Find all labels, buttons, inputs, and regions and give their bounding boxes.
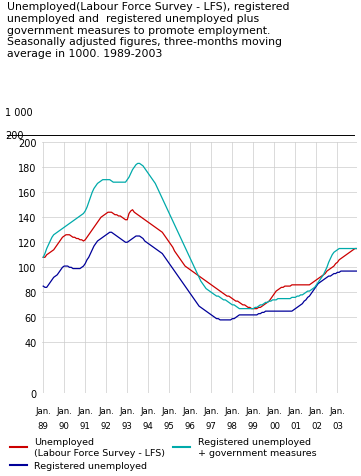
Text: Jan.: Jan. (308, 407, 324, 416)
Text: Jan.: Jan. (245, 407, 261, 416)
Text: Jan.: Jan. (225, 407, 240, 416)
Text: 02: 02 (311, 421, 322, 430)
Text: 00: 00 (269, 421, 280, 430)
Text: 94: 94 (143, 421, 154, 430)
Text: 91: 91 (80, 421, 91, 430)
Text: Jan.: Jan. (330, 407, 345, 416)
Text: 1 000: 1 000 (5, 108, 33, 118)
Text: Jan.: Jan. (161, 407, 177, 416)
Text: 95: 95 (164, 421, 175, 430)
Legend: Unemployed
(Labour Force Survey - LFS), Registered unemployed, Registered unempl: Unemployed (Labour Force Survey - LFS), … (10, 437, 316, 470)
Text: 89: 89 (38, 421, 49, 430)
Text: Jan.: Jan. (140, 407, 156, 416)
Text: Jan.: Jan. (35, 407, 51, 416)
Text: Jan.: Jan. (266, 407, 282, 416)
Text: 01: 01 (290, 421, 301, 430)
Text: 03: 03 (332, 421, 343, 430)
Text: Jan.: Jan. (203, 407, 219, 416)
Text: Jan.: Jan. (98, 407, 114, 416)
Text: 90: 90 (59, 421, 70, 430)
Text: 99: 99 (248, 421, 259, 430)
Text: 97: 97 (206, 421, 217, 430)
Text: 92: 92 (101, 421, 112, 430)
Text: 200: 200 (5, 130, 24, 140)
Text: Jan.: Jan. (182, 407, 198, 416)
Text: Jan.: Jan. (287, 407, 303, 416)
Text: 96: 96 (185, 421, 196, 430)
Text: Jan.: Jan. (56, 407, 72, 416)
Text: Jan.: Jan. (119, 407, 135, 416)
Text: Unemployed(Labour Force Survey - LFS), registered
unemployed and  registered une: Unemployed(Labour Force Survey - LFS), r… (7, 2, 290, 59)
Text: 93: 93 (122, 421, 133, 430)
Text: 98: 98 (227, 421, 238, 430)
Text: Jan.: Jan. (77, 407, 93, 416)
